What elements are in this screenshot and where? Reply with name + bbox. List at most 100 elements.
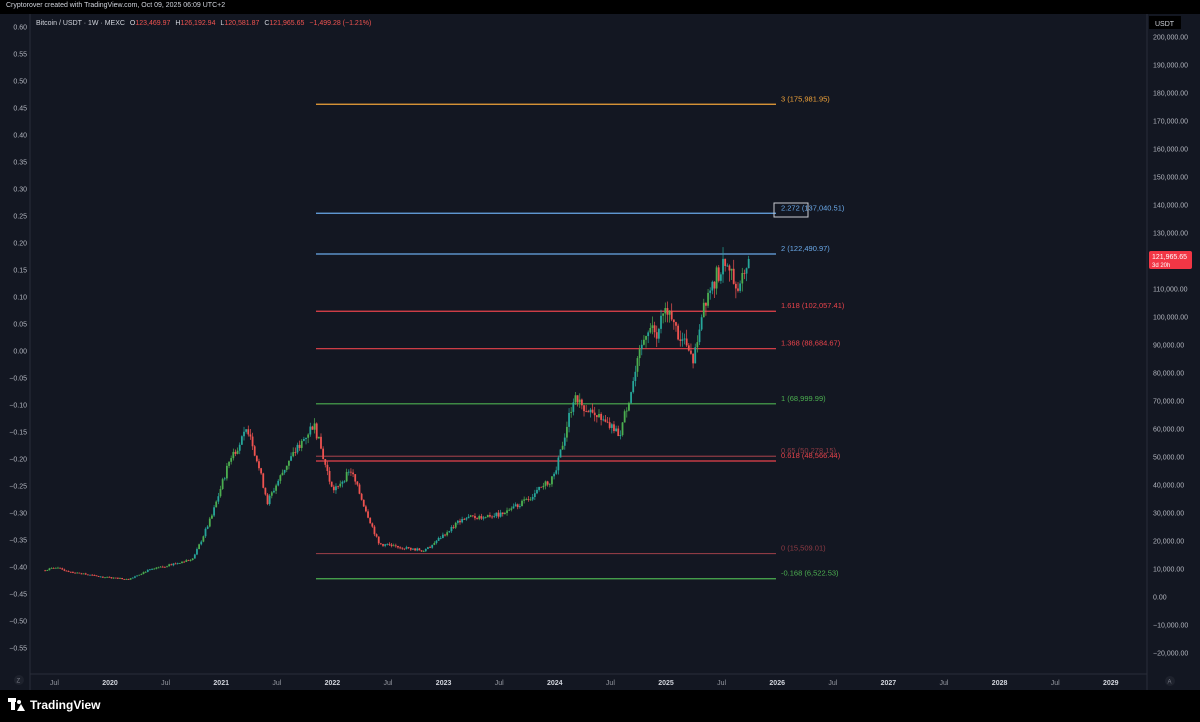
candle-body: [78, 572, 81, 574]
candle-body: [687, 345, 690, 351]
created-by-text: Cryptorover created with TradingView.com…: [6, 2, 226, 9]
candle-body: [258, 461, 260, 469]
price-tick-label: 10,000.00: [1153, 567, 1184, 574]
candle-body: [142, 572, 145, 574]
candle-body: [44, 570, 47, 572]
candle-body: [501, 512, 504, 515]
time-tick-label: Jul: [161, 680, 170, 687]
candle-body: [200, 541, 203, 545]
candle-body: [615, 428, 618, 432]
candle-body: [416, 548, 419, 551]
candle-body: [153, 568, 156, 570]
candle-body: [672, 319, 675, 323]
candle-body: [89, 574, 91, 576]
auto-scale-button[interactable]: A: [1165, 676, 1175, 686]
candle-body: [685, 338, 688, 346]
candle-body: [670, 310, 673, 320]
percent-tick-label: 0.35: [13, 160, 27, 167]
candle-body: [136, 575, 138, 577]
candle-body: [677, 325, 680, 340]
candle-body: [734, 283, 737, 289]
candle-body: [506, 510, 508, 513]
candle-body: [632, 381, 635, 393]
candle-body: [202, 536, 205, 542]
candle-body: [548, 484, 551, 486]
candle-body: [87, 574, 89, 576]
candle-body: [700, 317, 703, 330]
candle-body: [352, 472, 354, 475]
candle-body: [478, 516, 481, 519]
candle-body: [104, 577, 106, 579]
fib-level-label: 3 (175,981.95): [781, 94, 830, 103]
candle-body: [598, 413, 600, 418]
candle-body: [206, 526, 209, 529]
candle-body: [570, 411, 573, 413]
percent-tick-label: 0.40: [13, 133, 27, 140]
candle-body: [450, 527, 453, 532]
candle-body: [647, 332, 650, 337]
percent-tick-label: 0.15: [13, 268, 27, 275]
candle-body: [399, 547, 402, 549]
candle-body: [240, 436, 243, 445]
candle-body: [161, 566, 164, 568]
candle-body: [292, 452, 295, 457]
time-tick-label: 2022: [325, 680, 341, 687]
price-tick-label: 170,000.00: [1153, 119, 1188, 126]
time-axis[interactable]: Jul 2020 Jul 2021 Jul 2022 Jul 2023 Jul 2024 Jul 20…: [50, 680, 1119, 687]
candle-body: [638, 349, 641, 359]
candle-body: [613, 424, 615, 432]
candle-body: [247, 429, 250, 435]
candle-body: [566, 426, 568, 438]
candle-body: [433, 542, 436, 545]
candle-body: [328, 470, 331, 482]
candle-body: [296, 444, 299, 453]
time-tick-label: 2028: [992, 680, 1008, 687]
candle-body: [719, 274, 722, 281]
candle-body: [238, 444, 241, 451]
candle-body: [217, 496, 220, 502]
symbol-label: Bitcoin / USDT · 1W · MEXC: [36, 20, 125, 27]
last-price-tag: 121,965.65 3d 20h: [1149, 251, 1192, 269]
tradingview-icon: [8, 698, 25, 712]
price-tick-label: 20,000.00: [1153, 539, 1184, 546]
candle-body: [463, 519, 466, 520]
candle-body: [155, 567, 158, 569]
candle-body: [362, 499, 365, 507]
candle-body: [309, 426, 312, 435]
fib-handle-box[interactable]: [773, 202, 809, 218]
time-tick-label: Jul: [384, 680, 393, 687]
candle-body: [696, 342, 699, 348]
currency-label: USDT: [1155, 21, 1175, 28]
candle-body: [446, 532, 449, 536]
candle-body: [495, 512, 498, 517]
fib-handle-rect[interactable]: [773, 202, 809, 218]
tradingview-logo[interactable]: TradingView: [8, 698, 100, 712]
time-tick-label: Jul: [1051, 680, 1060, 687]
candle-body: [504, 512, 506, 515]
candle-body: [604, 419, 607, 422]
candle-body: [518, 506, 521, 508]
candle-body: [279, 475, 282, 481]
fib-extension-tool[interactable]: 3 (175,981.95) 2.272 (137,040.51) 2 (122,4…: [316, 94, 845, 580]
candle-body: [138, 574, 141, 576]
candlestick-series: [44, 247, 750, 580]
candle-body: [559, 449, 562, 458]
candle-body: [253, 446, 256, 456]
candle-body: [474, 515, 476, 519]
candle-body: [221, 479, 224, 489]
candle-body: [536, 489, 538, 494]
high-label: H: [175, 20, 180, 27]
candle-body: [666, 308, 669, 315]
price-tick-label: 90,000.00: [1153, 343, 1184, 350]
candle-body: [57, 567, 59, 569]
candle-body: [371, 523, 374, 527]
candle-body: [576, 395, 579, 403]
price-axis[interactable]: 200,000.00 190,000.00 180,000.00 170,000.00…: [1153, 35, 1188, 658]
candle-body: [69, 571, 72, 573]
candle-body: [131, 577, 134, 579]
chart-canvas[interactable]: Bitcoin / USDT · 1W · MEXC O123,469.97 H…: [0, 14, 1200, 690]
candle-body: [187, 560, 190, 562]
candle-body: [437, 538, 440, 541]
scale-left-button[interactable]: Z: [14, 675, 24, 685]
candle-body: [277, 480, 280, 486]
